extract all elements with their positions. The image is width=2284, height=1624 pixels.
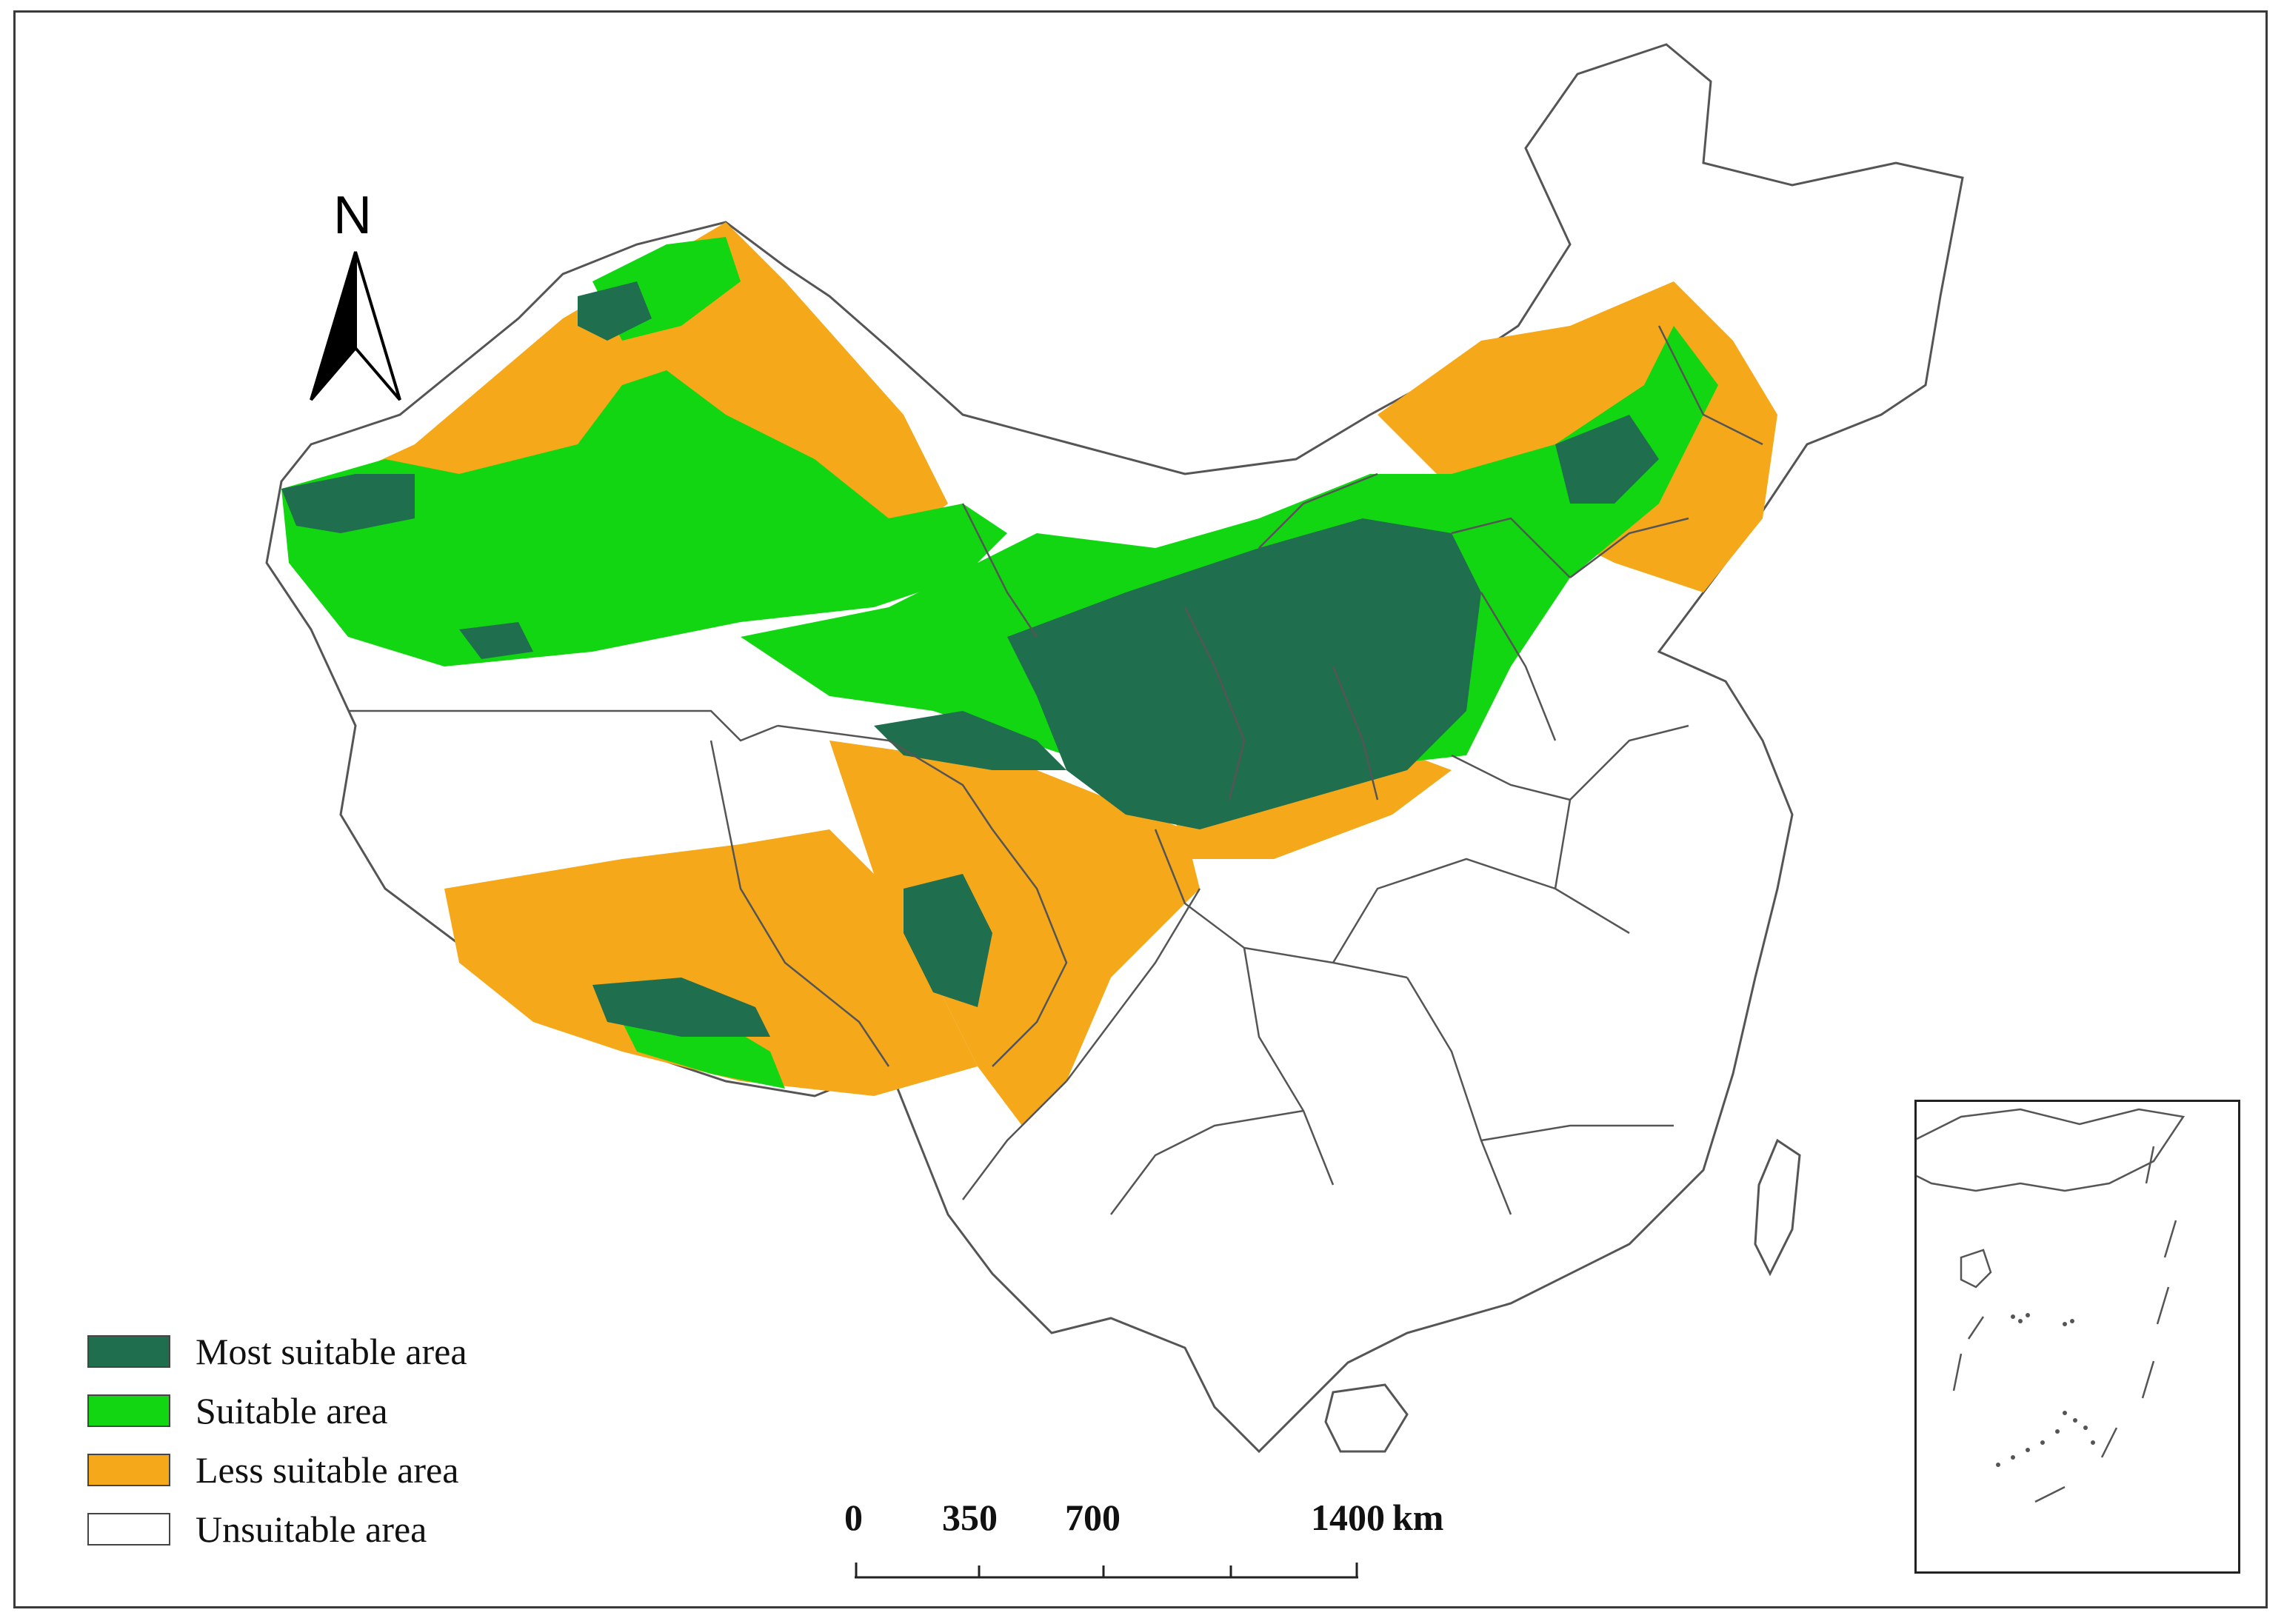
legend-swatch-unsuitable [87,1513,170,1546]
scale-tick-700: 700 [1065,1497,1121,1538]
region-less-suitable-sichuan [829,741,1200,1126]
legend-swatch-less-suitable [87,1454,170,1486]
north-arrow: N [304,185,407,407]
region-less-suitable-tibet [444,829,978,1096]
legend-item-most-suitable: Most suitable area [87,1322,467,1381]
inset-map-drawing [1916,1108,2186,1503]
province-boundaries [348,325,1763,1215]
scale-tick-350: 350 [942,1497,998,1538]
scale-bar-line [855,1563,1358,1579]
region-suitable-xinjiang [281,370,1007,666]
legend: Most suitable area Suitable area Less su… [87,1322,467,1559]
legend-item-suitable: Suitable area [87,1381,467,1440]
north-label: N [333,186,372,245]
scale-unit: km [1392,1497,1444,1538]
region-most-suitable-northeast [1555,415,1659,504]
legend-item-unsuitable: Unsuitable area [87,1500,467,1559]
legend-swatch-suitable [87,1394,170,1427]
region-most-suitable-tarim-west [459,622,533,659]
hainan-outline [1324,1383,1409,1453]
region-most-suitable-ili [281,474,415,533]
region-most-suitable-loess [1007,518,1481,829]
legend-label: Less suitable area [196,1449,459,1491]
region-most-suitable-gansu [874,711,1066,770]
region-most-suitable-tibet [592,978,770,1037]
north-arrow-icon [310,251,401,401]
inset-map-south-china-sea [1914,1100,2240,1574]
scale-tick-1400: 1400 [1311,1497,1385,1538]
region-most-suitable-sichuan [904,874,992,1007]
legend-label: Suitable area [196,1390,388,1431]
region-most-suitable-altai [578,281,652,341]
legend-label: Unsuitable area [196,1508,427,1550]
legend-item-less-suitable: Less suitable area [87,1440,467,1500]
legend-label: Most suitable area [196,1331,467,1372]
legend-swatch-most-suitable [87,1335,170,1368]
taiwan-outline [1754,1138,1801,1277]
scale-tick-0: 0 [844,1497,863,1538]
